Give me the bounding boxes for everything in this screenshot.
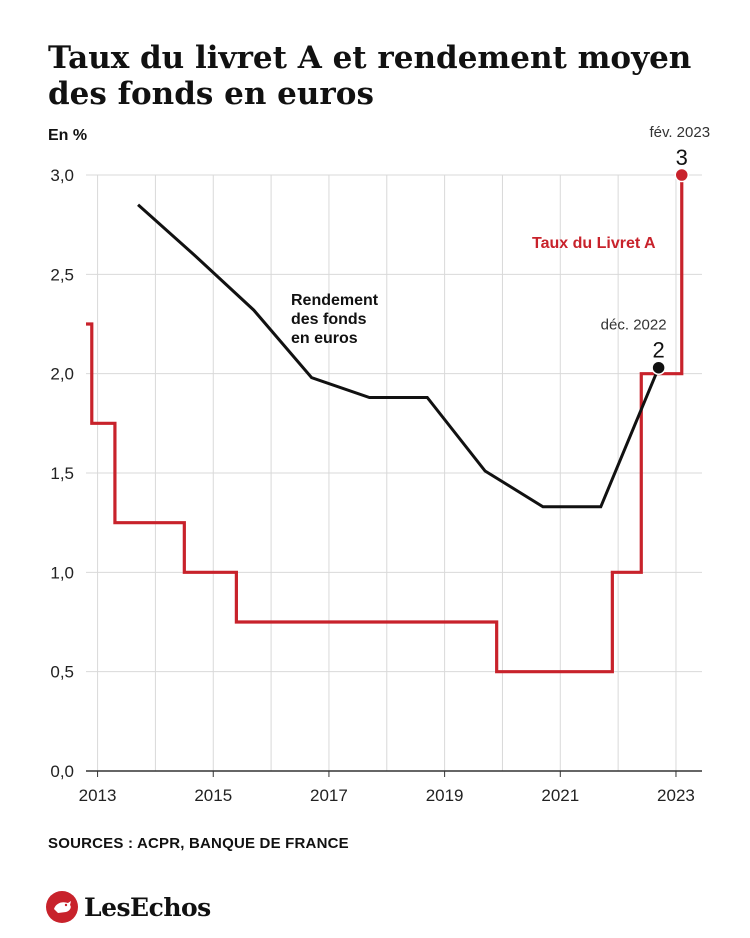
y-tick-label: 0,5: [50, 663, 74, 682]
x-tick-label: 2013: [79, 786, 117, 805]
series-label-livret-a: Taux du Livret A: [532, 235, 656, 252]
series-label-line: Rendement: [291, 292, 379, 309]
chart-title: Taux du livret A et rendement moyen des …: [48, 40, 692, 112]
brand-logo: LesEchos: [46, 888, 211, 926]
y-tick-label: 2,5: [50, 265, 74, 284]
annotation-value: 2: [652, 338, 664, 363]
annotation-date: fév. 2023: [649, 124, 710, 141]
annotation-date: déc. 2022: [601, 317, 667, 334]
y-tick-label: 2,0: [50, 365, 74, 384]
x-tick-label: 2015: [194, 786, 232, 805]
x-tick-label: 2021: [541, 786, 579, 805]
series-label-line: des fonds: [291, 311, 367, 328]
grid: [86, 174, 702, 771]
brand-name: LesEchos: [84, 892, 211, 922]
x-tick-label: 2017: [310, 786, 348, 805]
y-tick-label: 0,0: [50, 762, 74, 781]
axes: [86, 770, 702, 777]
end-marker: [674, 167, 690, 183]
annotation-value: 3: [676, 145, 688, 170]
y-tick-label: 1,5: [50, 464, 74, 483]
x-tick-label: 2023: [657, 786, 695, 805]
series-layer: [86, 167, 690, 674]
series-line-livret-a: [86, 175, 684, 674]
les-echos-logo-icon: [46, 891, 78, 923]
series-line-fonds-euros: [137, 203, 661, 509]
y-axis-label: En %: [48, 127, 87, 144]
source-note: SOURCES : ACPR, BANQUE DE FRANCE: [48, 835, 349, 852]
y-tick-label: 3,0: [50, 166, 74, 185]
x-tick-label: 2019: [426, 786, 464, 805]
series-label-line: en euros: [291, 330, 358, 347]
end-marker: [651, 360, 666, 375]
y-tick-label: 1,0: [50, 563, 74, 582]
labels-layer: 0,0 0,5 1,0 1,5 2,0 2,5 3,0 2013 2015 2017 2019 202…: [48, 124, 710, 805]
series-label-fonds-euros: Rendement des fonds en euros: [291, 292, 379, 347]
